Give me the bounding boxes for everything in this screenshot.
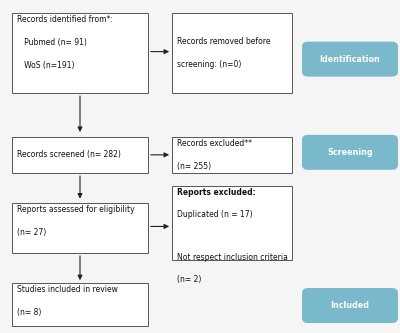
Text: Records screened (n= 282): Records screened (n= 282) <box>17 150 121 160</box>
FancyBboxPatch shape <box>12 137 148 173</box>
Text: (n= 255): (n= 255) <box>177 162 211 171</box>
FancyBboxPatch shape <box>172 137 292 173</box>
FancyBboxPatch shape <box>302 42 398 77</box>
Text: Reports assessed for eligibility: Reports assessed for eligibility <box>17 204 134 214</box>
Text: Records identified from*:: Records identified from*: <box>17 15 113 24</box>
Text: Studies included in review: Studies included in review <box>17 284 118 294</box>
Text: (n= 8): (n= 8) <box>17 308 41 317</box>
Text: Not respect inclusion criteria: Not respect inclusion criteria <box>177 253 288 262</box>
Text: Records excluded**: Records excluded** <box>177 139 252 148</box>
FancyBboxPatch shape <box>172 13 292 93</box>
FancyBboxPatch shape <box>302 135 398 170</box>
Text: Reports excluded:: Reports excluded: <box>177 188 256 197</box>
Text: Duplicated (n = 17): Duplicated (n = 17) <box>177 209 252 219</box>
Text: screening: (n=0): screening: (n=0) <box>177 60 241 70</box>
FancyBboxPatch shape <box>12 13 148 93</box>
FancyBboxPatch shape <box>302 288 398 323</box>
FancyBboxPatch shape <box>12 203 148 253</box>
Text: WoS (n=191): WoS (n=191) <box>17 61 74 71</box>
Text: Included: Included <box>330 301 370 310</box>
Text: (n= 2): (n= 2) <box>177 274 201 284</box>
Text: Pubmed (n= 91): Pubmed (n= 91) <box>17 38 87 47</box>
Text: Identification: Identification <box>320 55 380 64</box>
Text: Records removed before: Records removed before <box>177 37 270 46</box>
Text: Screening: Screening <box>327 148 373 157</box>
FancyBboxPatch shape <box>12 283 148 326</box>
FancyBboxPatch shape <box>172 186 292 260</box>
Text: (n= 27): (n= 27) <box>17 228 46 237</box>
